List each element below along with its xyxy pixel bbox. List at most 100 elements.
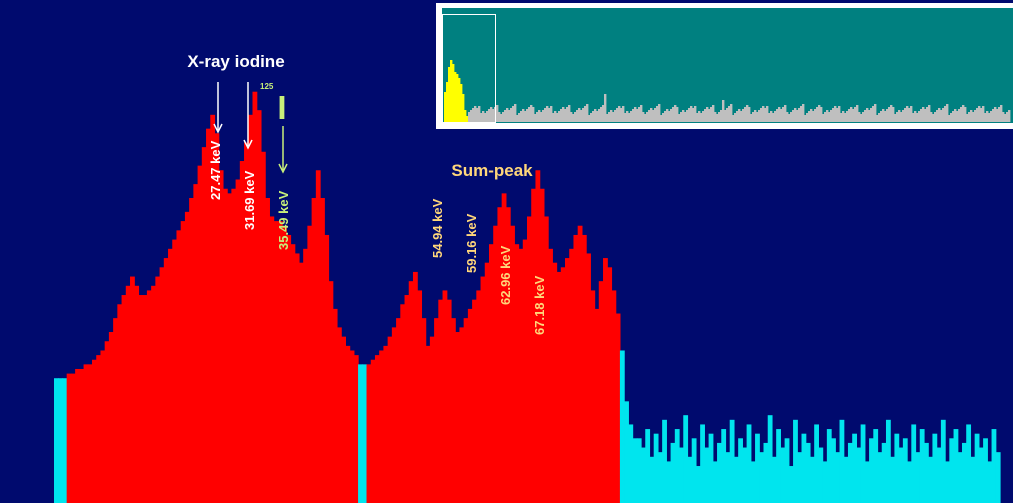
roi-bar bbox=[527, 216, 532, 503]
overview-bar bbox=[758, 110, 761, 122]
overview-bar bbox=[976, 108, 979, 122]
overview-bar bbox=[570, 112, 573, 122]
overview-bar bbox=[984, 113, 987, 122]
overview-bar bbox=[564, 109, 567, 122]
roi-bar bbox=[121, 295, 127, 503]
overview-bar bbox=[524, 111, 527, 122]
count-bar bbox=[991, 429, 997, 503]
overview-bar bbox=[604, 94, 607, 122]
overview-bar bbox=[470, 110, 473, 122]
overview-bar bbox=[940, 110, 943, 122]
overview-bar bbox=[748, 107, 751, 122]
overview-bar bbox=[514, 104, 517, 122]
overview-bar bbox=[826, 110, 829, 122]
count-bar bbox=[890, 456, 896, 503]
overview-bar bbox=[948, 115, 951, 122]
roi-bar bbox=[480, 276, 486, 503]
roi-bar bbox=[260, 151, 266, 503]
count-bar bbox=[746, 424, 752, 503]
overview-bar bbox=[854, 107, 857, 122]
roi-bar bbox=[256, 110, 262, 503]
roi-bar bbox=[522, 239, 528, 503]
count-bar bbox=[687, 456, 693, 503]
overview-bar bbox=[650, 108, 653, 122]
overview-bar bbox=[926, 107, 929, 122]
overview-bar bbox=[746, 105, 749, 122]
overview-bar bbox=[596, 111, 599, 122]
count-bar bbox=[911, 424, 917, 503]
roi-bar bbox=[429, 336, 435, 503]
overview-bar bbox=[936, 110, 939, 122]
count-bar bbox=[670, 442, 676, 503]
overview-spectrum bbox=[444, 60, 1011, 122]
roi-bar bbox=[286, 234, 292, 503]
overview-bar bbox=[980, 108, 983, 122]
overview-bar bbox=[540, 112, 543, 122]
count-bar bbox=[995, 452, 1001, 503]
overview-bar bbox=[772, 113, 775, 122]
roi-bar bbox=[96, 355, 102, 503]
count-bar bbox=[717, 442, 722, 503]
overview-bar bbox=[728, 106, 731, 122]
count-bar bbox=[949, 438, 955, 503]
overview-bar bbox=[722, 100, 725, 122]
overview-bar bbox=[614, 110, 617, 122]
roi-bar bbox=[463, 318, 469, 503]
roi-bar bbox=[193, 184, 199, 503]
count-bar bbox=[759, 452, 765, 503]
roi-bar bbox=[455, 332, 461, 503]
roi-bar bbox=[79, 368, 85, 503]
roi-bar bbox=[581, 234, 587, 503]
roi-bar bbox=[125, 285, 131, 503]
count-bar bbox=[932, 433, 938, 503]
overview-bar bbox=[920, 109, 923, 122]
overview-bar bbox=[586, 104, 589, 122]
count-bar bbox=[750, 461, 756, 503]
overview-bar bbox=[784, 105, 787, 122]
count-bar bbox=[729, 419, 735, 503]
roi-bar bbox=[155, 276, 161, 503]
overview-bar bbox=[466, 116, 469, 122]
overview-bar bbox=[676, 107, 679, 122]
count-bar bbox=[818, 447, 824, 503]
overview-inset bbox=[436, 3, 1013, 129]
overview-bar bbox=[622, 106, 625, 122]
roi-bar bbox=[476, 290, 482, 503]
overview-bar bbox=[590, 113, 593, 122]
count-bar bbox=[961, 442, 967, 503]
roi-bar bbox=[159, 267, 165, 503]
overview-bar bbox=[1006, 112, 1009, 122]
roi-bar bbox=[92, 359, 97, 503]
count-bar bbox=[928, 456, 934, 503]
overview-bar bbox=[780, 109, 783, 122]
overview-bar bbox=[838, 106, 841, 122]
overview-bar bbox=[686, 110, 689, 122]
overview-bar bbox=[868, 110, 871, 122]
overview-bar bbox=[468, 112, 471, 122]
overview-bar bbox=[796, 110, 799, 122]
overview-bar bbox=[720, 110, 723, 122]
overview-bar bbox=[942, 108, 945, 122]
count-bar bbox=[852, 433, 858, 503]
roi-bar bbox=[353, 355, 359, 503]
roi-bar bbox=[239, 161, 245, 503]
overview-bar bbox=[762, 106, 765, 122]
overview-bar bbox=[700, 113, 703, 122]
arrow-35-49-head bbox=[278, 163, 288, 174]
overview-bar bbox=[462, 94, 465, 122]
overview-bar bbox=[996, 109, 999, 122]
overview-bar bbox=[852, 109, 855, 122]
overview-bar bbox=[990, 111, 993, 122]
overview-bar bbox=[842, 111, 845, 122]
roi-bar bbox=[425, 345, 431, 503]
overview-selection-box[interactable] bbox=[442, 14, 496, 123]
overview-bar bbox=[804, 115, 807, 122]
overview-bar bbox=[808, 111, 811, 122]
overview-bar bbox=[474, 106, 477, 122]
overview-bar bbox=[894, 114, 897, 122]
overview-bar bbox=[508, 110, 511, 122]
overview-bar bbox=[886, 109, 889, 122]
overview-bar bbox=[840, 113, 843, 122]
roi-bar bbox=[442, 290, 448, 503]
isotope-symbol-iodine: I bbox=[277, 89, 286, 126]
